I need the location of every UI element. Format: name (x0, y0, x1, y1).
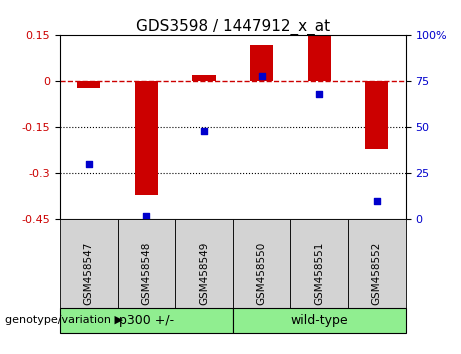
Text: p300 +/-: p300 +/- (119, 314, 174, 327)
Text: ■: ■ (60, 353, 71, 354)
Bar (308, 36, 331, 81)
Point (142, 213, 150, 219)
Bar (175, 219, 233, 308)
Text: GSM458551: GSM458551 (314, 242, 324, 305)
Bar (233, 308, 406, 333)
Point (315, 91, 323, 97)
Point (258, 73, 266, 79)
Bar (60, 219, 118, 308)
Text: GSM458552: GSM458552 (372, 242, 382, 305)
Point (373, 198, 381, 204)
Bar (193, 75, 216, 81)
Text: GSM458549: GSM458549 (199, 242, 209, 305)
Text: GSM458548: GSM458548 (142, 242, 151, 305)
Bar (348, 219, 406, 308)
Text: wild-type: wild-type (290, 314, 348, 327)
Bar (290, 219, 348, 308)
Bar (250, 45, 273, 81)
Point (200, 128, 207, 134)
Bar (135, 81, 158, 195)
Text: genotype/variation ▶: genotype/variation ▶ (5, 315, 123, 325)
Bar (60, 308, 233, 333)
Bar (118, 219, 175, 308)
Bar (365, 81, 388, 149)
Point (85, 161, 92, 167)
Title: GDS3598 / 1447912_x_at: GDS3598 / 1447912_x_at (136, 19, 330, 35)
Text: GSM458550: GSM458550 (257, 242, 266, 305)
Text: GSM458547: GSM458547 (84, 242, 94, 305)
Bar (77, 81, 100, 87)
Bar (233, 219, 290, 308)
